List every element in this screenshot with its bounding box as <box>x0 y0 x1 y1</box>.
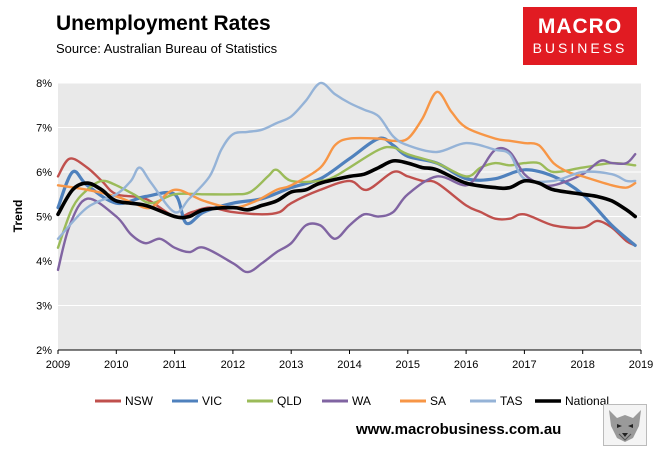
legend-label-sa: SA <box>430 394 446 408</box>
wolf-mascot-icon <box>603 404 647 446</box>
series-line-tas <box>56 81 637 240</box>
y-axis-label: Trend <box>11 200 25 233</box>
x-tick-label: 2010 <box>104 359 128 371</box>
y-tick-label: 7% <box>36 123 52 135</box>
logo-line-1: MACRO <box>537 15 623 38</box>
legend-label-vic: VIC <box>202 394 222 408</box>
series-line-nsw <box>56 157 637 247</box>
y-tick-label: 2% <box>36 345 52 357</box>
chart-source: Source: Australian Bureau of Statistics <box>56 41 278 56</box>
x-tick-label: 2011 <box>163 359 187 371</box>
y-tick-label: 8% <box>36 78 52 90</box>
legend-label-wa: WA <box>352 394 371 408</box>
website-url[interactable]: www.macrobusiness.com.au <box>356 421 562 438</box>
chart-title: Unemployment Rates <box>56 12 271 35</box>
x-tick-label: 2012 <box>221 359 245 371</box>
series-line-sa <box>56 90 637 210</box>
x-tick-label: 2019 <box>629 359 653 371</box>
legend-label-national: National <box>565 394 609 408</box>
x-tick-label: 2014 <box>337 359 361 371</box>
x-tick-label: 2016 <box>454 359 478 371</box>
x-tick-label: 2013 <box>279 359 303 371</box>
series-line-qld <box>56 145 637 249</box>
y-tick-label: 3% <box>36 301 52 313</box>
legend-label-qld: QLD <box>277 394 302 408</box>
legend-label-nsw: NSW <box>125 394 154 408</box>
x-tick-label: 2017 <box>512 359 536 371</box>
logo-line-2: BUSINESS <box>532 40 628 56</box>
y-tick-label: 5% <box>36 212 52 224</box>
y-tick-label: 6% <box>36 167 52 179</box>
x-tick-label: 2009 <box>46 359 70 371</box>
series-line-vic <box>56 136 637 247</box>
x-tick-label: 2015 <box>396 359 420 371</box>
series-line-national <box>56 158 637 220</box>
macrobusiness-logo: MACRO BUSINESS <box>523 7 637 65</box>
legend-label-tas: TAS <box>500 394 522 408</box>
y-tick-label: 4% <box>36 256 52 268</box>
x-tick-label: 2018 <box>570 359 594 371</box>
